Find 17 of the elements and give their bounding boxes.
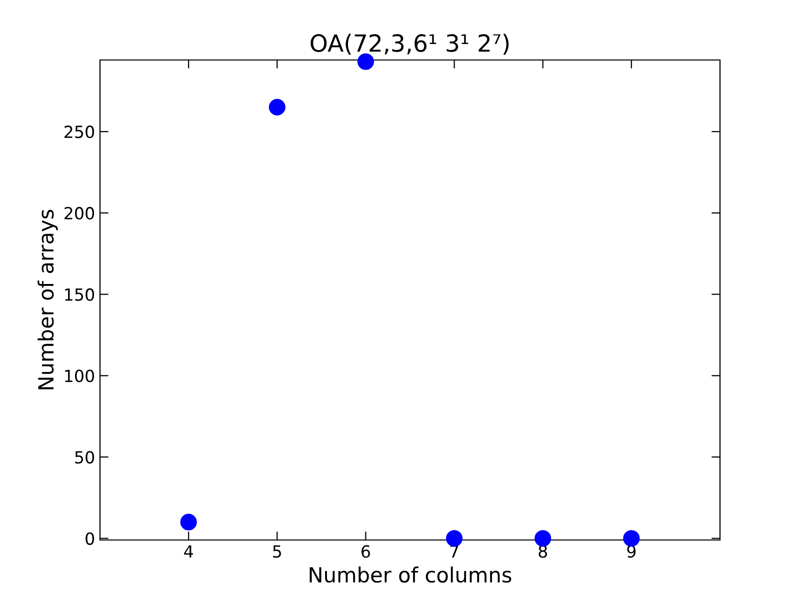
x-tick-label: 6 bbox=[362, 545, 370, 558]
point bbox=[268, 98, 286, 116]
x-tick-label: 5 bbox=[273, 545, 281, 558]
y-tick-label: 0 bbox=[86, 532, 94, 545]
y-tick-label: 200 bbox=[64, 206, 94, 220]
point bbox=[623, 530, 640, 547]
y-tick-label: 250 bbox=[64, 126, 94, 138]
x-axis-title: Number of columns bbox=[310, 566, 512, 583]
y-tick-label: 150 bbox=[65, 288, 94, 301]
point bbox=[534, 530, 552, 547]
point bbox=[446, 530, 463, 547]
y-tick-label: 50 bbox=[75, 450, 94, 464]
y-axis-title: Number of arrays bbox=[38, 210, 58, 390]
x-tick-label: 4 bbox=[184, 545, 193, 558]
point bbox=[180, 514, 197, 530]
y-tick-label: 100 bbox=[65, 370, 94, 382]
chart-title: OA(72,3,6¹ 3¹ 2⁷) bbox=[310, 34, 509, 55]
